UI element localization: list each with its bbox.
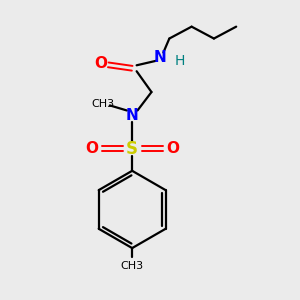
Text: H: H [175,54,185,68]
Text: CH3: CH3 [121,261,144,271]
Text: N: N [126,108,139,123]
Text: O: O [166,141,179,156]
Text: O: O [85,141,98,156]
Text: O: O [94,56,107,71]
Text: S: S [126,140,138,158]
Text: CH3: CH3 [91,99,114,109]
Text: N: N [154,50,167,65]
